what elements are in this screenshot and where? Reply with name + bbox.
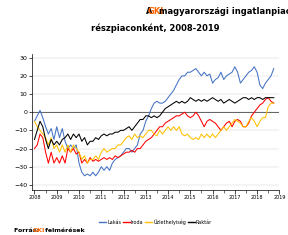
Iroda	[75, 153, 78, 155]
Lakás	[33, 120, 36, 123]
Text: Forrás:: Forrás:	[14, 228, 41, 233]
Text: felmérések: felmérések	[43, 228, 84, 233]
Üzlethelyiség	[230, 122, 234, 125]
Iroda	[47, 162, 50, 164]
Text: GKI: GKI	[33, 228, 46, 233]
Line: Iroda: Iroda	[35, 98, 274, 163]
Lakás	[230, 71, 234, 74]
Lakás	[136, 144, 139, 146]
Text: részpiaconként, 2008-2019: részpiaconként, 2008-2019	[91, 24, 220, 33]
Lakás	[83, 174, 86, 177]
Iroda	[266, 96, 270, 99]
Text: GKI: GKI	[147, 7, 164, 16]
Raktár	[75, 136, 78, 139]
Üzlethelyiség	[88, 158, 92, 161]
Text: A: A	[146, 7, 156, 16]
Iroda	[272, 102, 276, 105]
Lakás	[72, 147, 75, 150]
Iroda	[88, 156, 92, 159]
Text: magyarországi ingatlanpiaci indexei: magyarországi ingatlanpiaci indexei	[156, 7, 288, 16]
Lakás	[233, 65, 236, 68]
Iroda	[230, 125, 234, 128]
Iroda	[155, 129, 159, 132]
Raktár	[88, 140, 92, 143]
Raktár	[233, 102, 236, 105]
Iroda	[33, 147, 36, 150]
Lakás	[105, 165, 109, 168]
Raktár	[189, 96, 192, 99]
Üzlethelyiség	[136, 136, 139, 139]
Üzlethelyiség	[155, 134, 159, 137]
Üzlethelyiség	[33, 120, 36, 123]
Iroda	[136, 147, 139, 150]
Lakás	[155, 100, 159, 103]
Raktár	[155, 116, 159, 119]
Raktár	[33, 138, 36, 141]
Line: Üzlethelyiség: Üzlethelyiség	[35, 103, 274, 163]
Line: Raktár: Raktár	[35, 98, 274, 149]
Üzlethelyiség	[86, 162, 89, 164]
Üzlethelyiség	[105, 151, 109, 154]
Lakás	[88, 174, 92, 177]
Üzlethelyiség	[72, 144, 75, 146]
Raktár	[272, 96, 276, 99]
Legend: Lakás, Iroda, Üzlethelyiség, Raktár: Lakás, Iroda, Üzlethelyiség, Raktár	[97, 217, 214, 227]
Raktár	[105, 134, 109, 137]
Iroda	[105, 158, 109, 161]
Lakás	[272, 67, 276, 70]
Üzlethelyiség	[272, 102, 276, 105]
Üzlethelyiség	[269, 102, 273, 105]
Raktár	[47, 147, 50, 150]
Line: Lakás: Lakás	[35, 67, 274, 176]
Raktár	[136, 122, 139, 125]
